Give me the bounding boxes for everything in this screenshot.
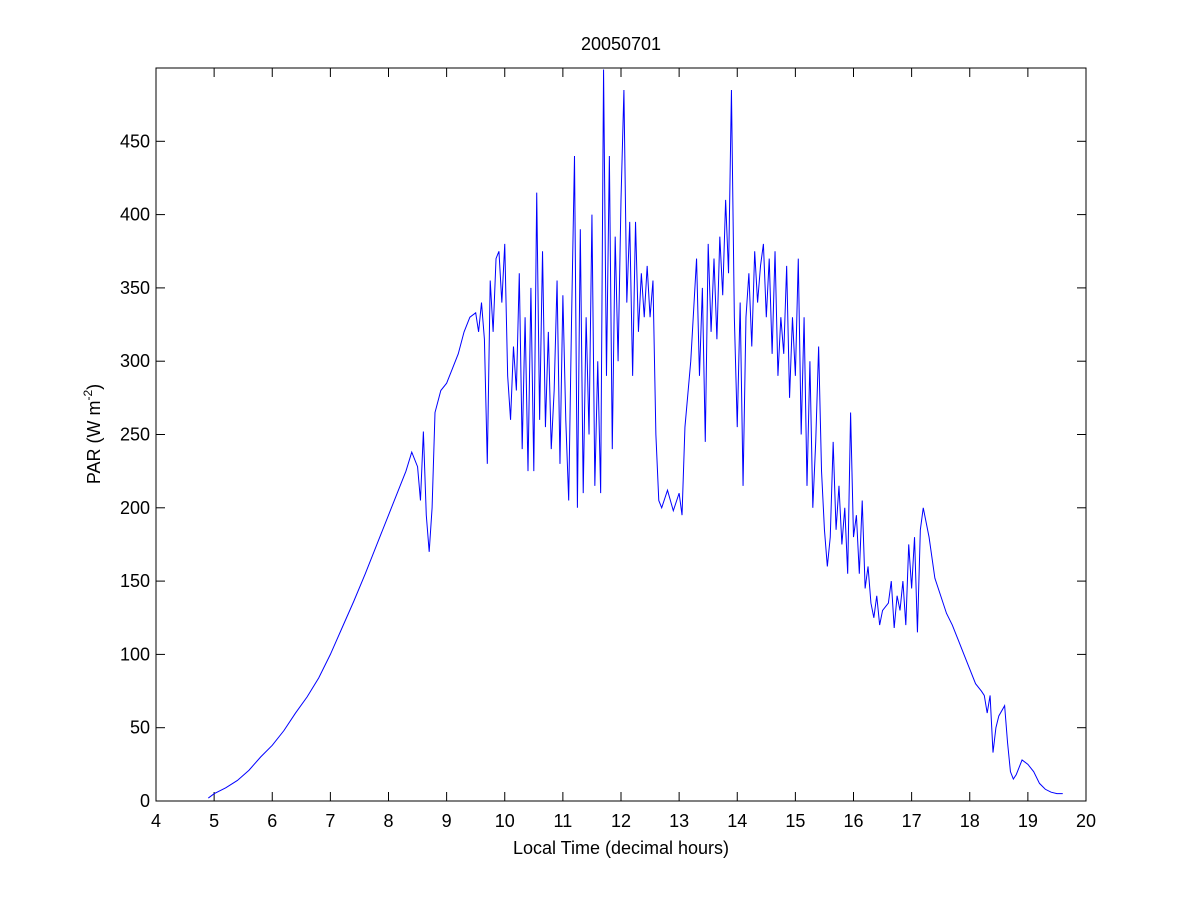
y-tick-label: 150 [120,571,150,591]
x-axis-label: Local Time (decimal hours) [513,838,729,858]
y-tick-label: 300 [120,351,150,371]
y-axis-label-text: PAR (W m [84,401,104,485]
x-tick-label: 10 [495,811,515,831]
x-tick-label: 15 [785,811,805,831]
y-tick-label: 200 [120,498,150,518]
y-tick-label: 400 [120,205,150,225]
x-tick-label: 4 [151,811,161,831]
chart-title: 20050701 [581,34,661,54]
x-tick-label: 12 [611,811,631,831]
x-tick-label: 17 [902,811,922,831]
y-tick-label: 100 [120,644,150,664]
x-tick-label: 7 [325,811,335,831]
y-axis-label-suffix: ) [84,384,104,390]
y-tick-label: 0 [140,791,150,811]
x-tick-label: 16 [843,811,863,831]
x-tick-label: 18 [960,811,980,831]
data-line [208,69,1063,799]
x-tick-label: 8 [383,811,393,831]
x-tick-label: 20 [1076,811,1096,831]
x-tick-label: 14 [727,811,747,831]
x-tick-label: 19 [1018,811,1038,831]
x-tick-label: 11 [554,811,573,831]
y-tick-label: 50 [130,718,150,738]
y-axis-label: PAR (W m-2) [81,384,104,484]
x-tick-label: 6 [267,811,277,831]
x-tick-label: 13 [669,811,689,831]
y-axis-label-superscript: -2 [81,390,95,401]
y-tick-label: 450 [120,131,150,151]
x-tick-label: 5 [209,811,219,831]
x-tick-label: 9 [442,811,452,831]
plot-frame [155,67,1087,802]
y-tick-label: 350 [120,278,150,298]
y-tick-label: 250 [120,425,150,445]
